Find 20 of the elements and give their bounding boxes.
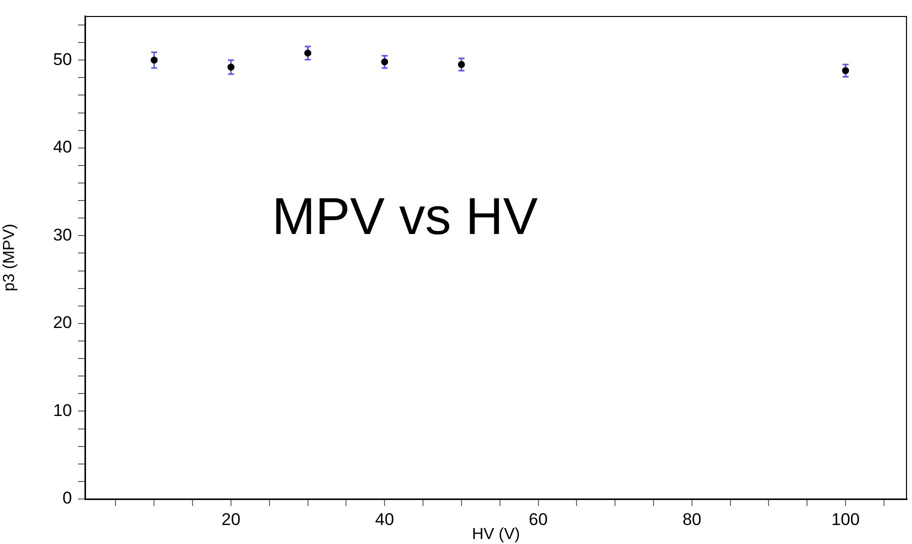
y-tick-label: 50 <box>53 50 72 69</box>
x-tick-label: 40 <box>375 510 394 529</box>
x-tick-label: 60 <box>528 510 548 529</box>
y-axis-title: p3 (MPV) <box>1 224 18 292</box>
point <box>150 56 158 64</box>
point <box>842 67 850 74</box>
x-axis-title: HV (V) <box>472 526 520 543</box>
y-tick-label: 30 <box>53 225 72 244</box>
y-tick-label: 20 <box>53 313 72 332</box>
point <box>381 58 388 66</box>
x-tick-label: 80 <box>682 510 702 529</box>
y-tick-label: 10 <box>53 400 72 420</box>
point <box>458 60 465 68</box>
x-tick-label: 100 <box>831 510 860 529</box>
point <box>304 50 312 57</box>
y-tick-label: 0 <box>62 488 72 508</box>
point <box>227 64 234 71</box>
x-tick-label: 20 <box>222 510 240 529</box>
annotation: MPV vs HV <box>272 188 538 246</box>
y-tick-label: 40 <box>53 138 72 157</box>
